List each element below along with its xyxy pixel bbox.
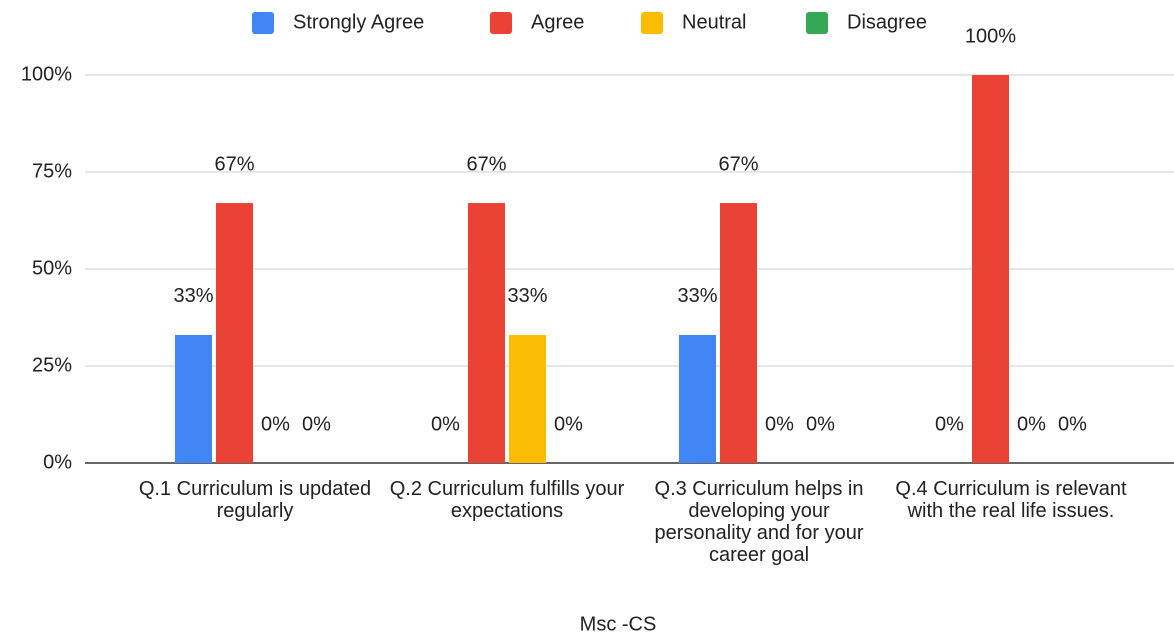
legend-label: Neutral [682, 11, 746, 33]
data-label: 0% [935, 413, 964, 435]
y-tick-label: 25% [32, 354, 72, 376]
y-tick-label: 100% [21, 63, 72, 85]
y-tick-label: 0% [43, 451, 72, 473]
x-axis-title: Msc -CS [580, 613, 657, 635]
x-tick-label: Q.1 Curriculum is updated regularly [138, 478, 372, 522]
legend-swatch [641, 12, 663, 34]
bar [216, 203, 253, 464]
legend-swatch [252, 12, 274, 34]
bar [720, 203, 757, 464]
y-tick-label: 50% [32, 257, 72, 279]
bar [679, 334, 716, 463]
data-label: 0% [554, 413, 583, 435]
bar [509, 334, 546, 463]
data-label: 67% [214, 153, 254, 175]
data-label: 100% [965, 25, 1016, 47]
data-label: 0% [806, 413, 835, 435]
data-label: 0% [1058, 413, 1087, 435]
bar [175, 334, 212, 463]
data-label: 0% [1017, 413, 1046, 435]
data-label: 0% [261, 413, 290, 435]
data-label: 33% [173, 285, 213, 307]
x-tick-label: Q.4 Curriculum is relevant with the real… [895, 478, 1127, 522]
x-tick-label: Q.2 Curriculum fulfills your expectation… [389, 478, 625, 522]
legend-swatch [490, 12, 512, 34]
data-label: 0% [431, 413, 460, 435]
legend-label: Agree [531, 11, 584, 33]
data-label: 33% [677, 285, 717, 307]
bar [468, 203, 505, 464]
data-label: 67% [718, 153, 758, 175]
x-tick-label: Q.3 Curriculum helps in developing your … [654, 478, 864, 566]
y-tick-label: 75% [32, 160, 72, 182]
bar [972, 75, 1009, 463]
data-label: 0% [765, 413, 794, 435]
data-label: 0% [302, 413, 331, 435]
legend-swatch [806, 12, 828, 34]
data-label: 67% [466, 153, 506, 175]
legend-label: Strongly Agree [293, 11, 424, 33]
legend-label: Disagree [847, 11, 927, 33]
data-label: 33% [507, 285, 547, 307]
